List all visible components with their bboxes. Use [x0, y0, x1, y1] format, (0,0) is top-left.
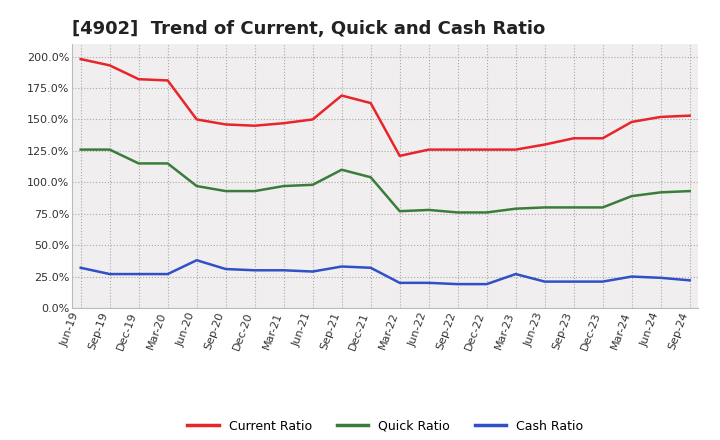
Quick Ratio [105, 147, 114, 152]
Cash Ratio [424, 280, 433, 286]
Current Ratio [454, 147, 462, 152]
Cash Ratio [135, 271, 143, 277]
Current Ratio [135, 77, 143, 82]
Quick Ratio [657, 190, 665, 195]
Quick Ratio [192, 183, 201, 189]
Current Ratio [221, 122, 230, 127]
Cash Ratio [76, 265, 85, 271]
Quick Ratio [454, 210, 462, 215]
Line: Cash Ratio: Cash Ratio [81, 260, 690, 284]
Cash Ratio [541, 279, 549, 284]
Quick Ratio [424, 207, 433, 213]
Cash Ratio [105, 271, 114, 277]
Cash Ratio [570, 279, 578, 284]
Cash Ratio [395, 280, 404, 286]
Cash Ratio [279, 268, 288, 273]
Text: [4902]  Trend of Current, Quick and Cash Ratio: [4902] Trend of Current, Quick and Cash … [72, 20, 545, 38]
Cash Ratio [308, 269, 317, 274]
Current Ratio [482, 147, 491, 152]
Cash Ratio [192, 257, 201, 263]
Cash Ratio [454, 282, 462, 287]
Current Ratio [192, 117, 201, 122]
Current Ratio [163, 78, 172, 83]
Current Ratio [511, 147, 520, 152]
Current Ratio [251, 123, 259, 128]
Current Ratio [541, 142, 549, 147]
Quick Ratio [308, 182, 317, 187]
Quick Ratio [76, 147, 85, 152]
Cash Ratio [685, 278, 694, 283]
Quick Ratio [251, 188, 259, 194]
Quick Ratio [570, 205, 578, 210]
Quick Ratio [511, 206, 520, 211]
Cash Ratio [627, 274, 636, 279]
Current Ratio [570, 136, 578, 141]
Cash Ratio [221, 266, 230, 271]
Current Ratio [279, 121, 288, 126]
Line: Current Ratio: Current Ratio [81, 59, 690, 156]
Current Ratio [598, 136, 607, 141]
Cash Ratio [482, 282, 491, 287]
Cash Ratio [366, 265, 375, 271]
Current Ratio [308, 117, 317, 122]
Quick Ratio [685, 188, 694, 194]
Quick Ratio [279, 183, 288, 189]
Line: Quick Ratio: Quick Ratio [81, 150, 690, 213]
Quick Ratio [395, 209, 404, 214]
Cash Ratio [163, 271, 172, 277]
Quick Ratio [482, 210, 491, 215]
Cash Ratio [511, 271, 520, 277]
Cash Ratio [251, 268, 259, 273]
Quick Ratio [338, 167, 346, 172]
Quick Ratio [366, 175, 375, 180]
Cash Ratio [338, 264, 346, 269]
Cash Ratio [657, 275, 665, 280]
Current Ratio [424, 147, 433, 152]
Cash Ratio [598, 279, 607, 284]
Current Ratio [685, 113, 694, 118]
Current Ratio [657, 114, 665, 120]
Current Ratio [366, 100, 375, 106]
Current Ratio [105, 63, 114, 68]
Legend: Current Ratio, Quick Ratio, Cash Ratio: Current Ratio, Quick Ratio, Cash Ratio [182, 414, 588, 437]
Current Ratio [338, 93, 346, 98]
Current Ratio [76, 56, 85, 62]
Quick Ratio [627, 194, 636, 199]
Quick Ratio [135, 161, 143, 166]
Quick Ratio [163, 161, 172, 166]
Quick Ratio [541, 205, 549, 210]
Current Ratio [627, 119, 636, 125]
Current Ratio [395, 153, 404, 158]
Quick Ratio [598, 205, 607, 210]
Quick Ratio [221, 188, 230, 194]
